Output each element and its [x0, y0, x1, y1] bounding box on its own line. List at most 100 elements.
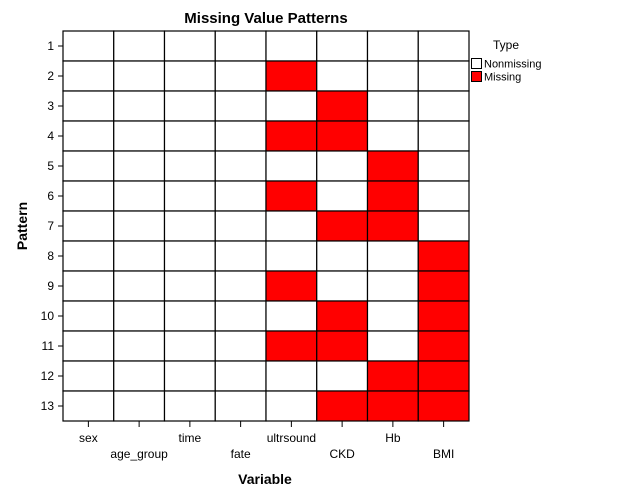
cell-pattern-11-time — [163, 330, 216, 362]
x-tick-label: age_group — [110, 447, 168, 461]
cell-pattern-10-age_group — [113, 300, 166, 332]
legend-label-missing: Missing — [484, 72, 521, 84]
cell-pattern-9-BMI — [417, 270, 470, 302]
x-axis: sex age_group time fate ultrsound CKD Hb BMI — [79, 421, 454, 461]
cell-pattern-4-sex — [62, 120, 115, 152]
cell-pattern-7-age_group — [113, 210, 166, 242]
cell-pattern-7-CKD — [316, 210, 369, 242]
x-tick-label: sex — [79, 431, 98, 445]
cell-pattern-6-time — [163, 180, 216, 212]
cell-pattern-13-CKD — [316, 390, 369, 422]
y-tick-label: 13 — [41, 399, 55, 413]
cell-pattern-4-age_group — [113, 120, 166, 152]
cell-pattern-7-sex — [62, 210, 115, 242]
cell-pattern-6-ultrsound — [265, 180, 318, 212]
cell-pattern-9-time — [163, 270, 216, 302]
cell-pattern-10-BMI — [417, 300, 470, 332]
cell-pattern-13-fate — [214, 390, 267, 422]
cell-pattern-10-CKD — [316, 300, 369, 332]
cell-pattern-8-Hb — [366, 240, 419, 272]
cell-pattern-13-sex — [62, 390, 115, 422]
cell-pattern-11-Hb — [366, 330, 419, 362]
cell-pattern-9-ultrsound — [265, 270, 318, 302]
y-tick-label: 7 — [47, 219, 54, 233]
cell-pattern-9-sex — [62, 270, 115, 302]
cell-pattern-5-Hb — [366, 150, 419, 182]
cell-pattern-9-CKD — [316, 270, 369, 302]
cell-pattern-12-ultrsound — [265, 360, 318, 392]
cell-pattern-2-sex — [62, 60, 115, 92]
cell-pattern-8-ultrsound — [265, 240, 318, 272]
x-tick-label: CKD — [329, 447, 355, 461]
cell-pattern-7-BMI — [417, 210, 470, 242]
legend-swatch-missing — [471, 71, 482, 82]
cell-pattern-7-Hb — [366, 210, 419, 242]
cell-pattern-12-BMI — [417, 360, 470, 392]
y-tick-label: 11 — [42, 339, 55, 353]
cell-pattern-6-sex — [62, 180, 115, 212]
y-tick-label: 4 — [47, 129, 54, 143]
cell-pattern-6-fate — [214, 180, 267, 212]
y-tick-label: 12 — [41, 369, 55, 383]
cell-pattern-6-age_group — [113, 180, 166, 212]
cell-pattern-3-time — [163, 90, 216, 122]
cell-pattern-5-CKD — [316, 150, 369, 182]
x-tick-label: Hb — [385, 431, 401, 445]
cell-pattern-10-time — [163, 300, 216, 332]
cell-pattern-5-fate — [214, 150, 267, 182]
x-tick-label: time — [179, 431, 202, 445]
cell-pattern-10-sex — [62, 300, 115, 332]
cell-pattern-7-time — [163, 210, 216, 242]
heatmap-cells — [62, 30, 470, 422]
cell-pattern-2-age_group — [113, 60, 166, 92]
x-axis-title: Variable — [238, 471, 292, 487]
legend-label-nonmissing: Nonmissing — [484, 59, 541, 71]
cell-pattern-6-Hb — [366, 180, 419, 212]
cell-pattern-2-time — [163, 60, 216, 92]
cell-pattern-11-CKD — [316, 330, 369, 362]
cell-pattern-12-Hb — [366, 360, 419, 392]
cell-pattern-3-CKD — [316, 90, 369, 122]
cell-pattern-2-BMI — [417, 60, 470, 92]
cell-pattern-11-age_group — [113, 330, 166, 362]
chart-title: Missing Value Patterns — [184, 10, 347, 27]
cell-pattern-4-ultrsound — [265, 120, 318, 152]
cell-pattern-7-ultrsound — [265, 210, 318, 242]
cell-pattern-7-fate — [214, 210, 267, 242]
cell-pattern-9-age_group — [113, 270, 166, 302]
cell-pattern-12-sex — [62, 360, 115, 392]
legend-title: Type — [493, 38, 519, 52]
cell-pattern-11-ultrsound — [265, 330, 318, 362]
y-axis-title: Pattern — [14, 202, 30, 250]
cell-pattern-1-sex — [62, 30, 115, 62]
y-tick-label: 10 — [41, 309, 55, 323]
cell-pattern-12-time — [163, 360, 216, 392]
y-tick-label: 6 — [47, 189, 54, 203]
cell-pattern-3-age_group — [113, 90, 166, 122]
cell-pattern-11-sex — [62, 330, 115, 362]
cell-pattern-2-CKD — [316, 60, 369, 92]
cell-pattern-1-ultrsound — [265, 30, 318, 62]
cell-pattern-8-time — [163, 240, 216, 272]
x-tick-label: BMI — [433, 447, 454, 461]
legend-swatch-nonmissing — [471, 58, 482, 69]
cell-pattern-10-fate — [214, 300, 267, 332]
cell-pattern-8-CKD — [316, 240, 369, 272]
cell-pattern-4-CKD — [316, 120, 369, 152]
cell-pattern-10-ultrsound — [265, 300, 318, 332]
cell-pattern-2-Hb — [366, 60, 419, 92]
cell-pattern-3-ultrsound — [265, 90, 318, 122]
cell-pattern-4-Hb — [366, 120, 419, 152]
cell-pattern-3-fate — [214, 90, 267, 122]
cell-pattern-5-BMI — [417, 150, 470, 182]
y-tick-label: 1 — [47, 39, 54, 53]
cell-pattern-1-fate — [214, 30, 267, 62]
cell-pattern-8-fate — [214, 240, 267, 272]
cell-pattern-5-age_group — [113, 150, 166, 182]
x-tick-label: ultrsound — [267, 431, 316, 445]
cell-pattern-9-Hb — [366, 270, 419, 302]
cell-pattern-9-fate — [214, 270, 267, 302]
cell-pattern-4-time — [163, 120, 216, 152]
cell-pattern-10-Hb — [366, 300, 419, 332]
